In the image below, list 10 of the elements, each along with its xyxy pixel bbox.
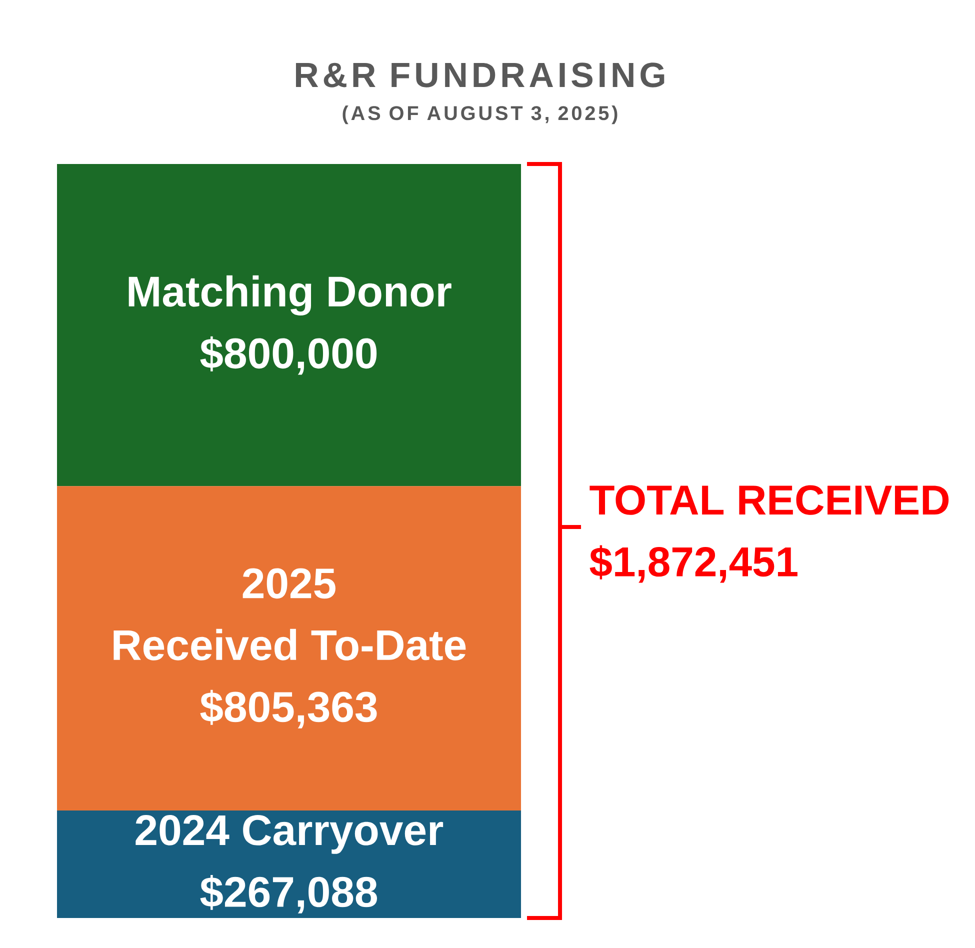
chart-subtitle: (AS OF AUGUST 3, 2025) bbox=[342, 106, 618, 124]
data-label: $800,000 bbox=[200, 336, 377, 375]
data-label: $267,088 bbox=[200, 874, 377, 914]
chart-title: R&R FUNDRAISING bbox=[296, 62, 664, 88]
text: TOTAL RECEIVED bbox=[590, 485, 949, 515]
total-label: $1,872,451 bbox=[590, 545, 798, 583]
series-label: Matching Donor bbox=[128, 275, 452, 316]
series-label: 2024 Carryover bbox=[136, 815, 444, 854]
data-label: $805,363 bbox=[200, 690, 377, 728]
series-label: 2025 Received To-Date bbox=[114, 568, 466, 660]
